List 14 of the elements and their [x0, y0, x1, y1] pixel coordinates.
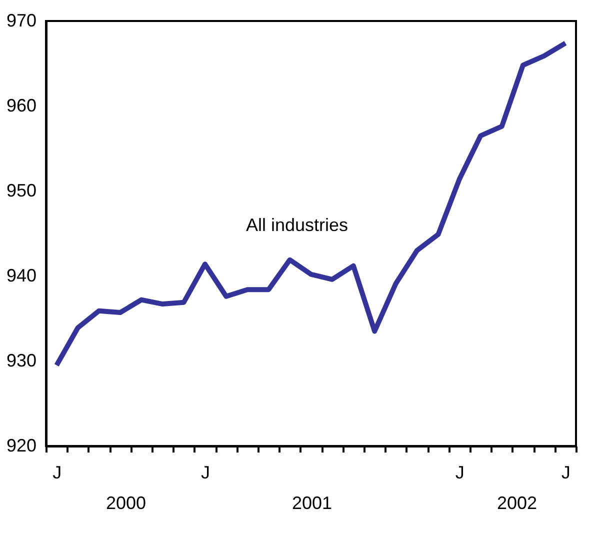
x-tick-label: J	[52, 462, 62, 482]
y-tick-label: 970	[6, 10, 36, 30]
y-tick-label: 960	[6, 96, 36, 116]
annotation: All industries	[246, 215, 348, 235]
x-tick-label: J	[455, 462, 464, 482]
x-tick-label: J	[201, 462, 210, 482]
text: 2001	[292, 493, 332, 513]
y-tick-label: 940	[6, 266, 36, 286]
text: 2002	[496, 493, 538, 513]
x-tick-label: J	[561, 462, 570, 482]
text: 2000	[106, 493, 146, 513]
y-tick-label: 930	[6, 350, 36, 370]
y-tick-label: 950	[6, 180, 36, 200]
y-tick-label: 920	[6, 436, 36, 456]
